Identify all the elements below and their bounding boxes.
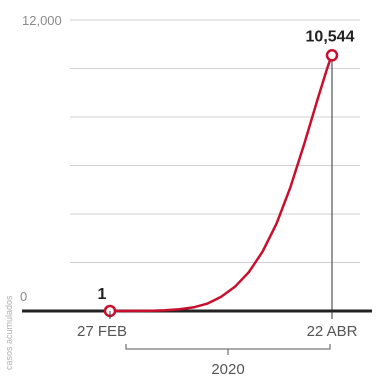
year-bracket bbox=[125, 344, 331, 355]
end-point-marker bbox=[325, 49, 339, 62]
year-label: 2020 bbox=[211, 361, 244, 378]
end-value-label: 10,544 bbox=[306, 28, 355, 45]
y-tick-label-max: 12,000 bbox=[22, 13, 62, 28]
y-axis-side-label: casos acumulados bbox=[4, 295, 14, 370]
series-line bbox=[108, 54, 334, 313]
y-tick-label-zero: 0 bbox=[20, 289, 27, 304]
x-tick-label-start: 27 FEB bbox=[77, 323, 127, 340]
x-tick-label-end: 22 ABR bbox=[307, 323, 358, 340]
start-value-label: 1 bbox=[98, 286, 107, 303]
chart-gridlines bbox=[70, 19, 360, 263]
